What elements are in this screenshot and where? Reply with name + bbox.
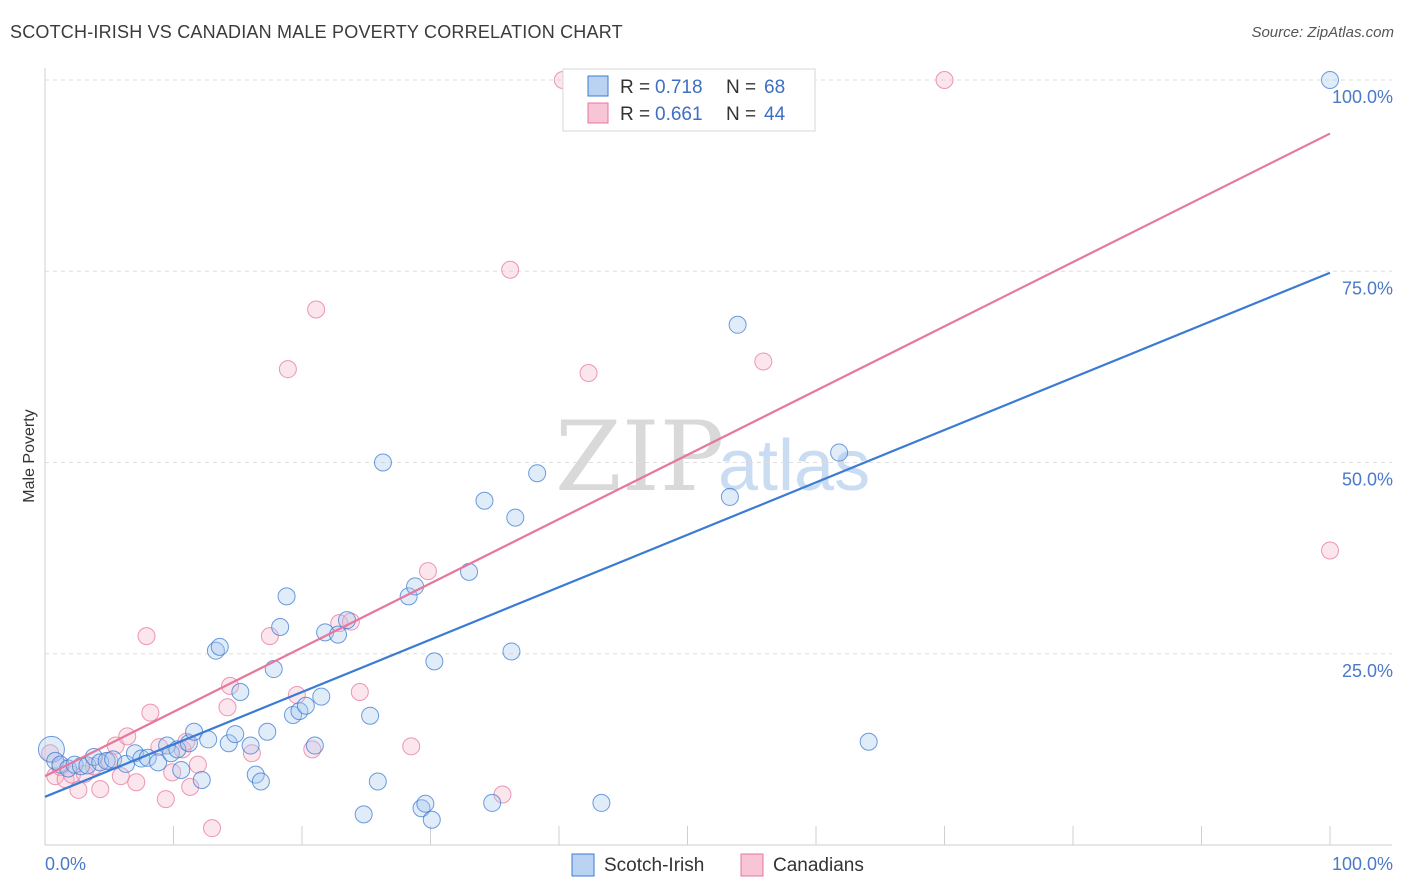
canadians-point xyxy=(141,703,160,722)
legend-n-value-2: 44 xyxy=(764,104,786,125)
scotch-irish-point xyxy=(425,652,444,671)
scotch-irish-point xyxy=(251,772,270,791)
chart-title: SCOTCH-IRISH VS CANADIAN MALE POVERTY CO… xyxy=(10,22,623,42)
scotch-irish-point xyxy=(361,706,380,725)
canadians-point xyxy=(579,363,598,382)
canadians-point xyxy=(402,737,421,756)
watermark-atlas: atlas xyxy=(718,426,870,506)
legend-n-label-1: N = xyxy=(726,77,756,98)
canadians-point xyxy=(91,780,110,799)
bottom-legend-swatch-canadians xyxy=(740,853,764,877)
bottom-legend-label-canadians: Canadians xyxy=(773,855,864,876)
scotch-irish-point xyxy=(264,660,283,679)
canadians-point xyxy=(935,71,954,89)
y-tick-label-75: 75.0% xyxy=(1342,278,1393,298)
gridlines xyxy=(45,79,1392,655)
legend-r-label-1: R = xyxy=(620,77,650,98)
y-tick-labels: 25.0% 50.0% 75.0% 100.0% xyxy=(1332,87,1393,681)
canadians-point xyxy=(203,819,222,838)
canadians-point xyxy=(218,698,237,717)
scotch-irish-point xyxy=(37,735,65,763)
legend-swatch-canadians xyxy=(587,102,609,124)
scotch-irish-point xyxy=(502,642,521,661)
scotch-irish-point xyxy=(219,734,238,753)
scotch-irish-point xyxy=(416,794,435,813)
canadians-point xyxy=(156,790,175,809)
scotch-irish-point xyxy=(373,453,392,472)
legend-n-label-2: N = xyxy=(726,104,756,125)
canadians-point xyxy=(418,562,437,581)
canadians-trend-line xyxy=(44,132,1331,778)
scotch-irish-point xyxy=(97,751,116,770)
scotch-irish-point xyxy=(592,793,611,812)
canadians-point xyxy=(137,627,156,646)
canadians-point xyxy=(188,755,207,774)
scotch-irish-point xyxy=(528,464,547,483)
scotch-irish-point xyxy=(231,683,250,701)
legend-swatch-scotch-irish xyxy=(587,75,609,97)
canadians-point xyxy=(278,360,297,379)
scotch-irish-point xyxy=(406,577,425,596)
scotch-irish-point xyxy=(312,687,331,706)
source-credit: Source: ZipAtlas.com xyxy=(1251,24,1394,41)
scotch-irish-point xyxy=(296,696,315,715)
canadians-point xyxy=(501,260,520,279)
scotch-irish-point xyxy=(241,736,260,755)
canadians-point xyxy=(181,777,200,796)
canadians-point xyxy=(1321,541,1339,560)
scotch-irish-point xyxy=(368,772,387,791)
y-tick-label-50: 50.0% xyxy=(1342,470,1393,490)
bottom-legend-swatch-scotch-irish xyxy=(571,853,595,877)
bottom-legend-label-scotch-irish: Scotch-Irish xyxy=(604,855,704,876)
scotch-irish-point xyxy=(720,487,739,506)
canadians-point xyxy=(242,744,261,763)
x-tick-label-min: 0.0% xyxy=(45,854,86,874)
y-tick-label-25: 25.0% xyxy=(1342,661,1393,681)
scotch-irish-point xyxy=(422,810,441,829)
canadians-point xyxy=(118,727,137,746)
scotch-irish-point xyxy=(258,722,277,741)
bottom-legend: Scotch-Irish Canadians xyxy=(571,853,864,877)
canadians-points xyxy=(41,71,1339,838)
canadians-point xyxy=(754,352,773,371)
scotch-irish-point xyxy=(192,770,211,789)
scotch-irish-point xyxy=(149,753,168,772)
y-tick-label-100: 100.0% xyxy=(1332,87,1393,107)
scotch-irish-trend-line xyxy=(44,271,1331,798)
trend-lines xyxy=(44,132,1331,798)
canadians-point xyxy=(260,627,279,646)
legend-r-label-2: R = xyxy=(620,104,650,125)
watermark-zip: ZIP xyxy=(555,401,724,513)
scotch-irish-point xyxy=(210,637,229,656)
x-ticks xyxy=(44,826,1331,845)
x-tick-label-max: 100.0% xyxy=(1332,854,1393,874)
legend-n-value-1: 68 xyxy=(764,77,785,98)
scotch-irish-point xyxy=(1321,71,1339,89)
canadians-point xyxy=(307,300,326,319)
canadians-point xyxy=(127,773,146,792)
scotch-irish-point xyxy=(506,508,525,527)
legend: R = 0.718 N = 68 R = 0.661 N = 44 xyxy=(562,68,816,132)
scotch-irish-point xyxy=(172,761,191,780)
canadians-point xyxy=(350,683,369,701)
scotch-irish-point xyxy=(483,793,502,812)
scotch-irish-point xyxy=(226,725,245,744)
scotch-irish-point xyxy=(271,617,290,636)
scotch-irish-point xyxy=(475,491,494,510)
scotch-irish-point xyxy=(354,805,373,824)
scotch-irish-point xyxy=(305,736,324,755)
legend-r-value-1: 0.718 xyxy=(655,77,703,98)
scotch-irish-point xyxy=(859,732,878,751)
y-axis-label: Male Poverty xyxy=(21,409,38,502)
axes xyxy=(44,68,1392,846)
scotch-irish-point xyxy=(830,443,849,462)
scotch-irish-point xyxy=(277,587,296,606)
scotch-irish-point xyxy=(728,315,747,334)
scotch-irish-points xyxy=(37,71,1339,829)
legend-r-value-2: 0.661 xyxy=(655,104,703,125)
